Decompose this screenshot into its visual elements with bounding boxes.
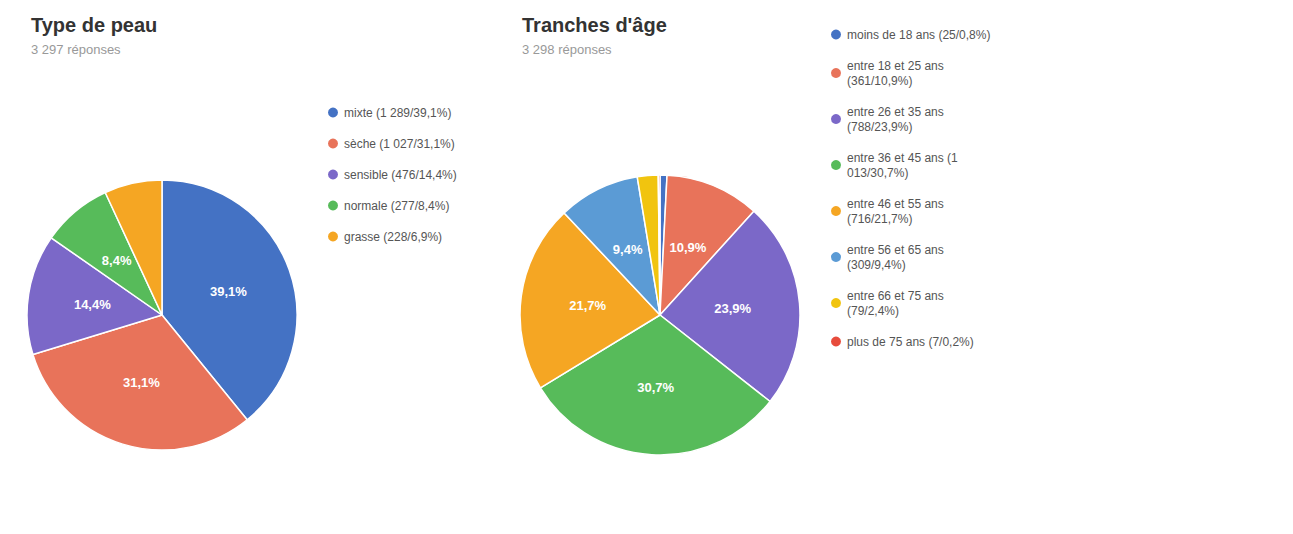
svg-text:(788/23,9%): (788/23,9%) — [847, 120, 912, 134]
svg-text:grasse (228/6,9%): grasse (228/6,9%) — [344, 230, 442, 244]
svg-text:013/30,7%): 013/30,7%) — [847, 166, 908, 180]
svg-text:sensible (476/14,4%): sensible (476/14,4%) — [344, 168, 457, 182]
svg-text:3 298 réponses: 3 298 réponses — [522, 42, 612, 57]
svg-text:(361/10,9%): (361/10,9%) — [847, 74, 912, 88]
svg-text:39,1%: 39,1% — [210, 284, 247, 299]
svg-text:entre 26 et 35 ans: entre 26 et 35 ans — [847, 105, 944, 119]
svg-text:mixte (1 289/39,1%): mixte (1 289/39,1%) — [344, 106, 451, 120]
svg-text:Type de peau: Type de peau — [31, 14, 157, 36]
svg-text:(79/2,4%): (79/2,4%) — [847, 304, 899, 318]
svg-text:21,7%: 21,7% — [569, 298, 606, 313]
svg-text:(716/21,7%): (716/21,7%) — [847, 212, 912, 226]
svg-text:plus de 75 ans (7/0,2%): plus de 75 ans (7/0,2%) — [847, 335, 974, 349]
svg-text:entre 66 et 75 ans: entre 66 et 75 ans — [847, 289, 944, 303]
svg-text:(309/9,4%): (309/9,4%) — [847, 258, 906, 272]
svg-text:normale (277/8,4%): normale (277/8,4%) — [344, 199, 449, 213]
svg-text:31,1%: 31,1% — [123, 375, 160, 390]
svg-text:entre 56 et 65 ans: entre 56 et 65 ans — [847, 243, 944, 257]
svg-text:30,7%: 30,7% — [637, 380, 674, 395]
svg-text:moins de 18 ans (25/0,8%): moins de 18 ans (25/0,8%) — [847, 28, 990, 42]
svg-text:3 297 réponses: 3 297 réponses — [31, 42, 121, 57]
svg-text:entre 18 et 25 ans: entre 18 et 25 ans — [847, 59, 944, 73]
svg-text:Tranches d'âge: Tranches d'âge — [522, 14, 667, 36]
svg-text:14,4%: 14,4% — [74, 297, 111, 312]
svg-text:10,9%: 10,9% — [669, 240, 706, 255]
svg-text:9,4%: 9,4% — [613, 242, 643, 257]
svg-text:sèche (1 027/31,1%): sèche (1 027/31,1%) — [344, 137, 455, 151]
svg-text:entre 36 et 45 ans (1: entre 36 et 45 ans (1 — [847, 151, 958, 165]
svg-text:entre 46 et 55 ans: entre 46 et 55 ans — [847, 197, 944, 211]
svg-text:8,4%: 8,4% — [102, 253, 132, 268]
svg-text:23,9%: 23,9% — [714, 301, 751, 316]
